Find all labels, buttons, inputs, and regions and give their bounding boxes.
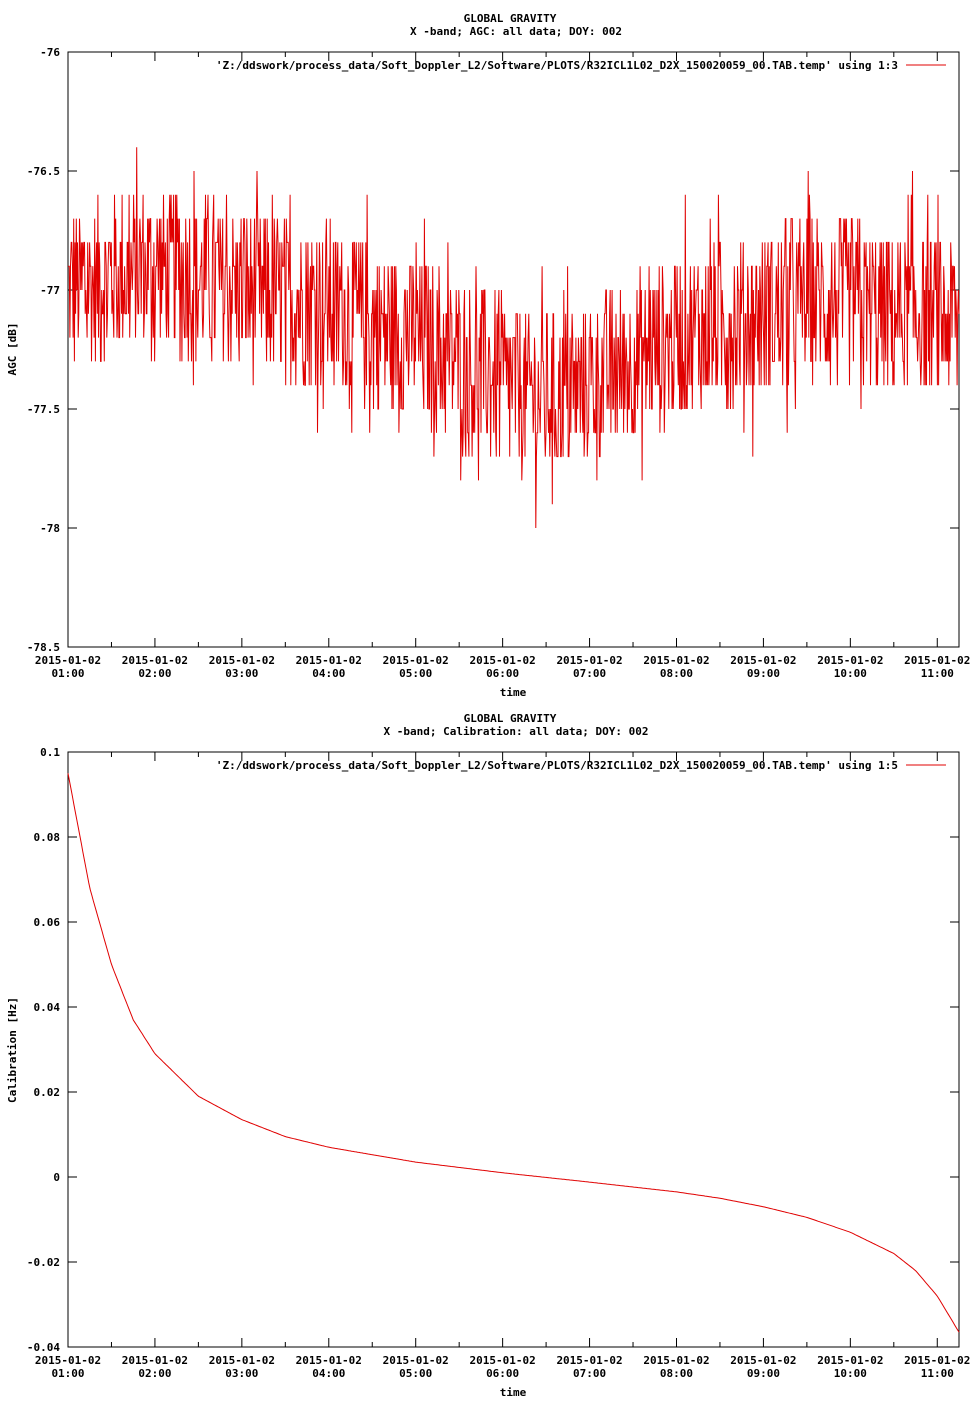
x-tick-label-time: 06:00 (486, 1367, 519, 1380)
x-tick-label-time: 03:00 (225, 667, 258, 680)
chart-title: GLOBAL GRAVITY (464, 712, 557, 725)
y-tick-label: -78.5 (27, 641, 60, 654)
x-tick-label-date: 2015-01-02 (904, 1354, 970, 1367)
x-tick-label-date: 2015-01-02 (817, 1354, 883, 1367)
x-tick-label-time: 09:00 (747, 667, 780, 680)
x-axis: 2015-01-0201:002015-01-0202:002015-01-02… (35, 752, 970, 1380)
y-tick-label: 0.1 (40, 746, 60, 759)
x-tick-label-time: 02:00 (138, 1367, 171, 1380)
x-tick-label-date: 2015-01-02 (643, 1354, 709, 1367)
x-tick-label-time: 10:00 (834, 667, 867, 680)
x-axis: 2015-01-0201:002015-01-0202:002015-01-02… (35, 52, 970, 680)
chart-subtitle: X -band; AGC: all data; DOY: 002 (410, 25, 622, 38)
y-tick-label: -76 (40, 46, 60, 59)
x-tick-label-time: 03:00 (225, 1367, 258, 1380)
y-tick-label: -0.04 (27, 1341, 60, 1354)
legend-label: 'Z:/ddswork/process_data/Soft_Doppler_L2… (216, 59, 898, 72)
series-group (67, 773, 960, 1333)
x-tick-label-date: 2015-01-02 (556, 1354, 622, 1367)
x-tick-label-date: 2015-01-02 (209, 1354, 275, 1367)
chart-title: GLOBAL GRAVITY (464, 12, 557, 25)
x-tick-label-date: 2015-01-02 (122, 654, 188, 667)
x-tick-label-date: 2015-01-02 (209, 654, 275, 667)
x-tick-label-time: 07:00 (573, 667, 606, 680)
x-tick-label-date: 2015-01-02 (35, 654, 101, 667)
x-tick-label-time: 11:00 (921, 1367, 954, 1380)
series-line (68, 147, 960, 529)
x-tick-label-date: 2015-01-02 (296, 1354, 362, 1367)
y-tick-label: 0.08 (34, 831, 61, 844)
y-tick-label: 0 (53, 1171, 60, 1184)
x-tick-label-time: 01:00 (51, 1367, 84, 1380)
x-tick-label-time: 05:00 (399, 667, 432, 680)
y-tick-label: -0.02 (27, 1256, 60, 1269)
x-tick-label-time: 11:00 (921, 667, 954, 680)
x-tick-label-time: 07:00 (573, 1367, 606, 1380)
y-tick-label: -78 (40, 522, 60, 535)
x-tick-label-date: 2015-01-02 (643, 654, 709, 667)
y-tick-label: 0.02 (34, 1086, 61, 1099)
y-tick-label: -77 (40, 284, 60, 297)
y-tick-label: -76.5 (27, 165, 60, 178)
x-tick-label-date: 2015-01-02 (35, 1354, 101, 1367)
x-tick-label-date: 2015-01-02 (904, 654, 970, 667)
x-tick-label-date: 2015-01-02 (122, 1354, 188, 1367)
x-tick-label-date: 2015-01-02 (470, 1354, 536, 1367)
y-axis: -76 -76.5 -77 -77.5 -78 -78.5 (27, 46, 959, 654)
y-axis: 0.1 0.08 0.06 0.04 0.02 0 -0.02 -0.04 (27, 746, 959, 1354)
x-tick-label-date: 2015-01-02 (556, 654, 622, 667)
legend-label: 'Z:/ddswork/process_data/Soft_Doppler_L2… (216, 759, 898, 772)
x-tick-label-time: 05:00 (399, 1367, 432, 1380)
x-tick-label-time: 08:00 (660, 1367, 693, 1380)
plot-frame (67, 51, 960, 648)
y-tick-label: -77.5 (27, 403, 60, 416)
x-tick-label-time: 08:00 (660, 667, 693, 680)
x-tick-label-time: 04:00 (312, 667, 345, 680)
y-axis-label: Calibration [Hz] (6, 997, 19, 1103)
plot-frame (67, 751, 960, 1348)
x-tick-label-time: 06:00 (486, 667, 519, 680)
calibration-chart: GLOBAL GRAVITY X -band; Calibration: all… (6, 712, 970, 1399)
y-axis-label: AGC [dB] (6, 323, 19, 376)
x-tick-label-time: 02:00 (138, 667, 171, 680)
y-tick-label: 0.04 (34, 1001, 61, 1014)
x-tick-label-date: 2015-01-02 (383, 1354, 449, 1367)
series-group (68, 147, 960, 529)
x-tick-label-time: 04:00 (312, 1367, 345, 1380)
x-tick-label-time: 01:00 (51, 667, 84, 680)
x-tick-label-date: 2015-01-02 (817, 654, 883, 667)
series-line (67, 773, 960, 1333)
x-axis-label: time (500, 686, 527, 699)
chart-subtitle: X -band; Calibration: all data; DOY: 002 (384, 725, 649, 738)
x-tick-label-time: 09:00 (747, 1367, 780, 1380)
x-tick-label-date: 2015-01-02 (470, 654, 536, 667)
x-tick-label-date: 2015-01-02 (296, 654, 362, 667)
x-axis-label: time (500, 1386, 527, 1399)
x-tick-label-date: 2015-01-02 (730, 654, 796, 667)
x-tick-label-date: 2015-01-02 (730, 1354, 796, 1367)
y-tick-label: 0.06 (34, 916, 61, 929)
agc-chart: GLOBAL GRAVITY X -band; AGC: all data; D… (6, 12, 970, 699)
x-tick-label-date: 2015-01-02 (383, 654, 449, 667)
x-tick-label-time: 10:00 (834, 1367, 867, 1380)
